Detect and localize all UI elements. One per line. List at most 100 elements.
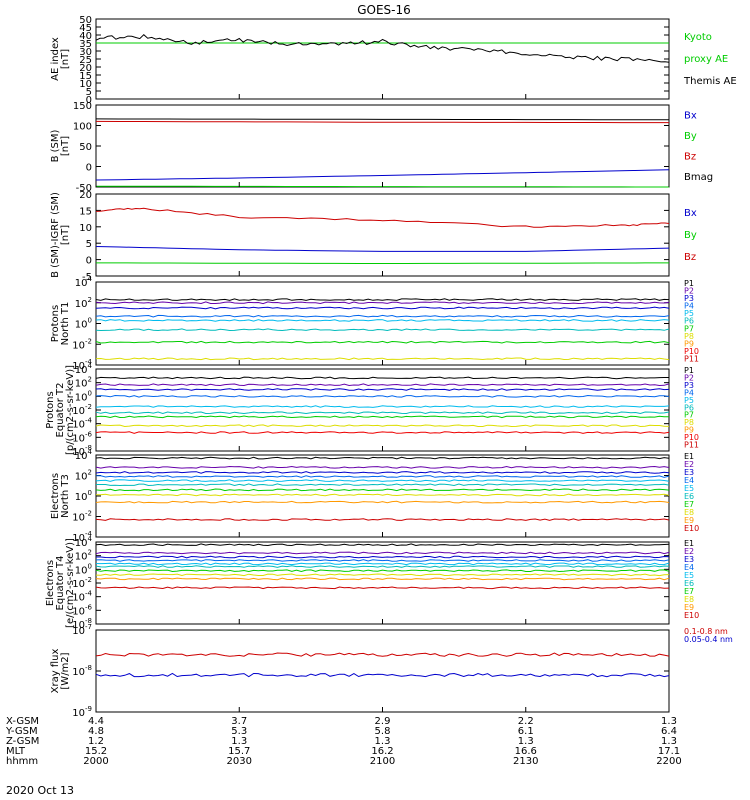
y-tick-label: 10-9 [72,705,92,719]
xaxis-tick-value: 16.2 [371,746,393,757]
y-tick-label: 10-4 [72,530,92,544]
legend-entry: E9 [684,516,694,525]
legend-entry: P1 [684,366,694,375]
xaxis-tick-value: 2200 [656,756,681,767]
series-line [95,551,670,555]
ylabel-line: North T1 [60,302,71,346]
xaxis-tick-value: 4.8 [88,726,104,737]
legend-entry: Bx [684,110,697,121]
legend-entry: E2 [684,547,694,556]
series-line [95,376,669,380]
y-tick-label: 5 [86,87,92,98]
xaxis-row-label: hhmm [6,756,38,767]
y-tick-label: 104 [75,275,93,289]
y-tick-label: 10-6 [72,603,92,617]
ylabel-ae: AE index [nT] [50,37,71,81]
xaxis-tick-value: 1.3 [375,736,391,747]
legend-entry: E7 [684,587,694,596]
ylabel-line: [nT] [60,49,71,69]
y-tick-label: 35 [79,39,92,50]
legend-entry: E6 [684,579,694,588]
legend-entry: Bx [684,208,697,219]
legend-entry: E7 [684,500,694,509]
series-line [96,262,669,264]
legend-entry: proxy AE [684,54,728,65]
legend-entry: P2 [684,373,694,382]
y-tick-label: 10-8 [72,444,92,458]
ylabel-xray: Xray flux [W/m2] [50,649,71,694]
legend-entry: E2 [684,460,694,469]
panel-frame-xray [95,629,670,713]
y-tick-label: 30 [79,47,92,58]
y-tick-label: 10 [79,79,92,90]
legend-entry: P2 [684,287,694,296]
y-tick-label: 104 [75,448,93,462]
y-tick-label: -50 [76,183,92,194]
series-line [96,555,670,559]
date-label: 2020 Oct 13 [6,784,74,797]
ylabel-line: B (SM) [50,129,61,162]
xaxis-row-label: MLT [6,746,26,757]
y-tick-label: 0 [86,256,92,267]
legend-entry: P7 [684,324,694,333]
y-tick-label: 10-8 [72,617,92,631]
xaxis-tick-value: 2.9 [375,716,391,727]
y-tick-label: 102 [75,376,92,390]
series-line [95,493,670,497]
ylabel-bsm: B (SM) [nT] [50,129,71,162]
legend-entry: 0.1-0.8 nm [684,627,728,636]
ylabel-line: AE index [50,37,61,81]
y-tick-label: 100 [73,122,92,133]
xaxis-tick-value: 17.1 [658,746,680,757]
series-line [96,475,670,478]
y-tick-label: 40 [79,31,92,42]
series-line [95,118,670,121]
xaxis-tick-value: 2130 [513,756,538,767]
legend-entry: Kyoto [684,32,712,43]
y-tick-label: 100 [75,562,92,576]
ylabel-line: Xray flux [50,649,61,694]
series-line [95,431,670,434]
series-line [95,672,670,678]
legend-entry: P9 [684,339,694,348]
legend-entry: E8 [684,508,694,517]
series-line [95,207,670,228]
xaxis-tick-value: 15.2 [85,746,107,757]
ylabel-ee: Electrons Equator T4 [e/(cm2-s-sr-keV)] [45,538,76,628]
y-tick-label: 10-8 [72,664,92,678]
ylabel-line: North T3 [60,474,71,518]
ylabel-line: Electrons [45,560,56,606]
xaxis-row-label: Z-GSM [6,736,39,747]
legend-entry: P10 [684,347,699,356]
xaxis-tick-value: 6.1 [518,726,534,737]
series-line [95,500,670,504]
legend-entry: E10 [684,611,699,620]
series-line [95,169,670,181]
y-tick-label: -5 [82,272,92,283]
legend-entry: E5 [684,571,694,580]
series-line [95,559,670,562]
y-tick-label: 10-2 [72,576,92,590]
legend-entry: E5 [684,484,694,493]
xaxis-tick-value: 3.7 [231,716,247,727]
series-line [95,306,670,310]
legend-entry: P6 [684,317,694,326]
xaxis-tick-value: 5.3 [231,726,247,737]
series-line [95,488,670,492]
legend-entry: P10 [684,433,699,442]
series-line [95,471,670,474]
series-line [95,246,670,252]
y-tick-label: 10 [79,223,92,234]
legend-entry: E1 [684,539,694,548]
legend-entry: P4 [684,302,694,311]
xaxis-tick-value: 15.7 [228,746,250,757]
series-line [95,34,670,63]
series-line [95,652,670,657]
legend-entry: E8 [684,595,694,604]
y-tick-label: 100 [75,317,92,331]
series-line [95,394,670,398]
legend-entry: P1 [684,279,694,288]
series-line [95,314,670,318]
ylabel-line: B (SM)-IGRF (SM) [50,192,61,278]
xaxis-tick-value: 4.4 [88,716,104,727]
